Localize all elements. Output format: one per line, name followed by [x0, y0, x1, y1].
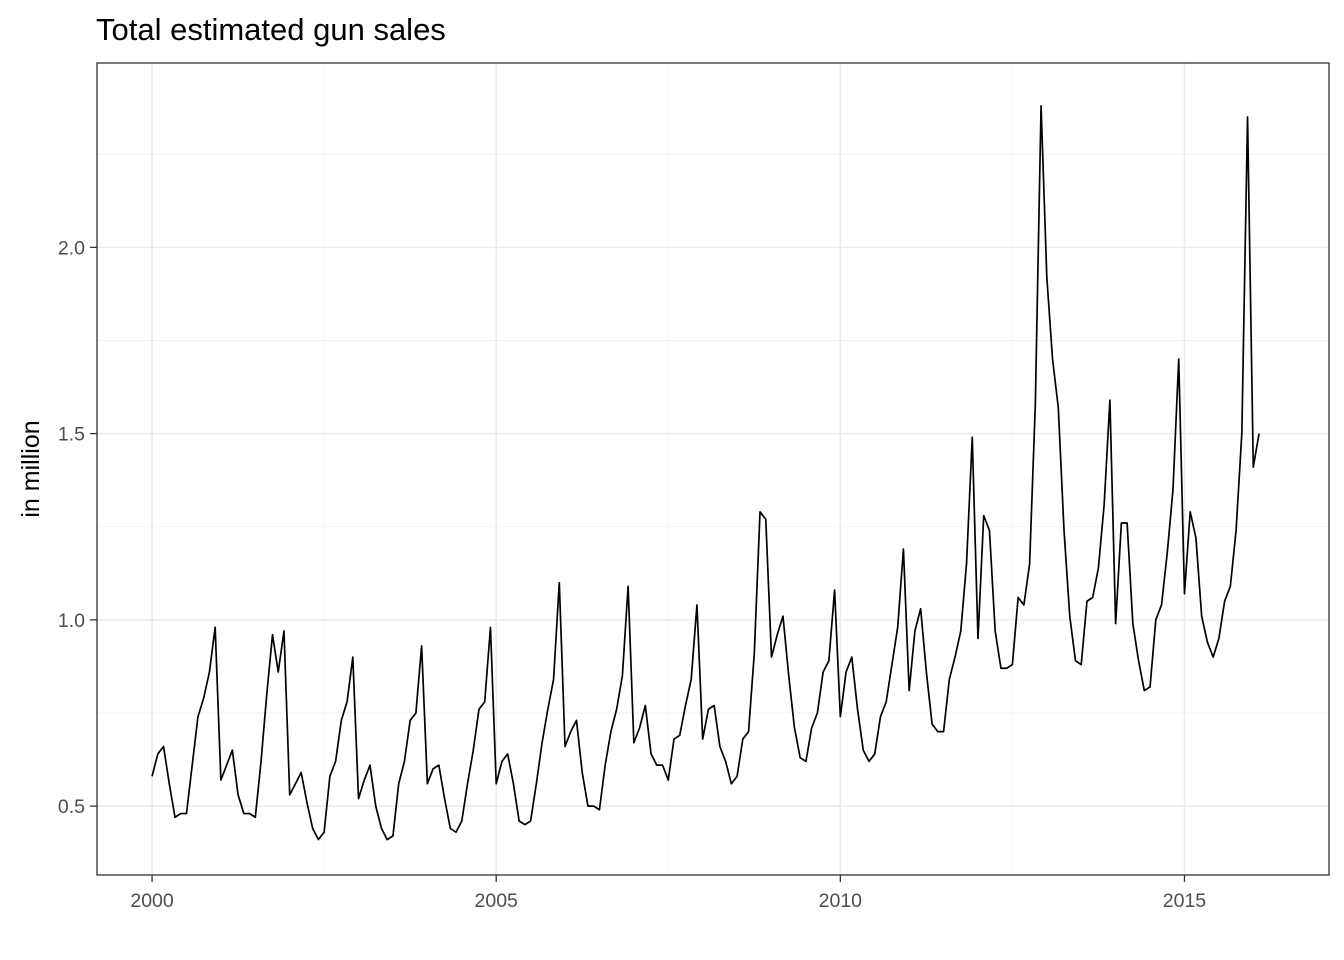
x-tick-label: 2015: [1163, 890, 1207, 912]
grid: [97, 63, 1329, 875]
chart-title: Total estimated gun sales: [96, 12, 446, 47]
y-tick-label: 1.0: [58, 610, 85, 632]
series-line: [151, 104, 1260, 841]
x-tick-label: 2000: [130, 890, 174, 912]
x-tick-label: 2005: [475, 890, 519, 912]
y-axis-title: in million: [17, 420, 45, 517]
y-tick-label: 1.5: [58, 424, 85, 446]
x-tick-label: 2010: [819, 890, 863, 912]
y-tick-label: 2.0: [58, 237, 85, 259]
plot-panel-border: [96, 62, 1330, 876]
y-tick-label: 0.5: [58, 796, 85, 818]
axes: 2000 2005 2010 2015 0.5 1.0 1.5 2.0: [58, 237, 1206, 912]
